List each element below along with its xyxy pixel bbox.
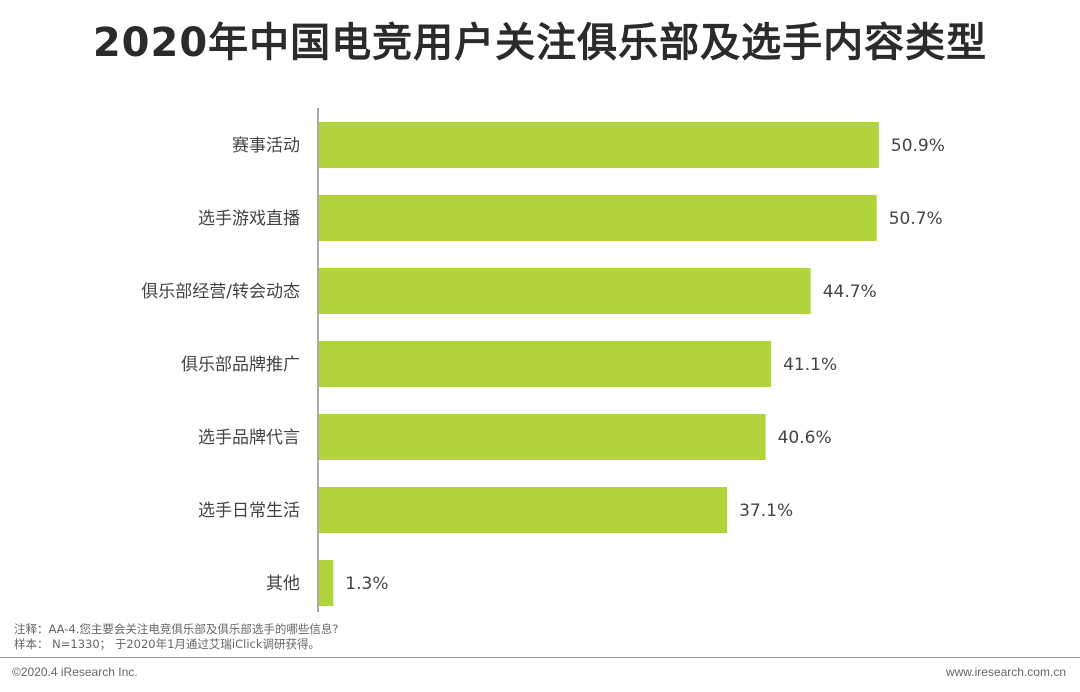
category-label: 俱乐部经营/转会动态 [141,282,300,302]
note-sample: 样本： N=1330； 于2020年1月通过艾瑞iClick调研获得。 [14,637,320,651]
value-label: 1.3% [345,574,388,594]
bar [319,487,728,533]
footer-divider [0,657,1080,658]
value-label: 50.7% [889,209,943,229]
category-label: 赛事活动 [232,135,300,156]
bar [319,195,877,241]
bar [319,414,766,460]
note-question: 注释：AA-4.您主要会关注电竞俱乐部及俱乐部选手的哪些信息? [14,622,339,636]
bar [319,560,334,606]
footer-website: www.iresearch.com.cn [945,665,1066,679]
category-label: 俱乐部品牌推广 [181,355,300,375]
value-label: 37.1% [739,501,793,521]
value-label: 50.9% [891,136,945,156]
value-label: 41.1% [783,355,837,375]
notes: 注释：AA-4.您主要会关注电竞俱乐部及俱乐部选手的哪些信息? 样本： N=13… [14,622,339,652]
bar [319,268,811,314]
category-label: 选手游戏直播 [198,209,300,229]
value-label: 40.6% [778,428,832,448]
category-label: 选手品牌代言 [198,428,300,448]
bar [319,341,772,387]
chart-title: 2020年中国电竞用户关注俱乐部及选手内容类型 [92,20,988,66]
value-label: 44.7% [823,282,877,302]
bar [319,122,879,168]
category-label: 其他 [266,574,300,594]
category-label: 选手日常生活 [198,501,300,521]
footer-copyright: ©2020.4 iResearch Inc. [12,665,138,679]
